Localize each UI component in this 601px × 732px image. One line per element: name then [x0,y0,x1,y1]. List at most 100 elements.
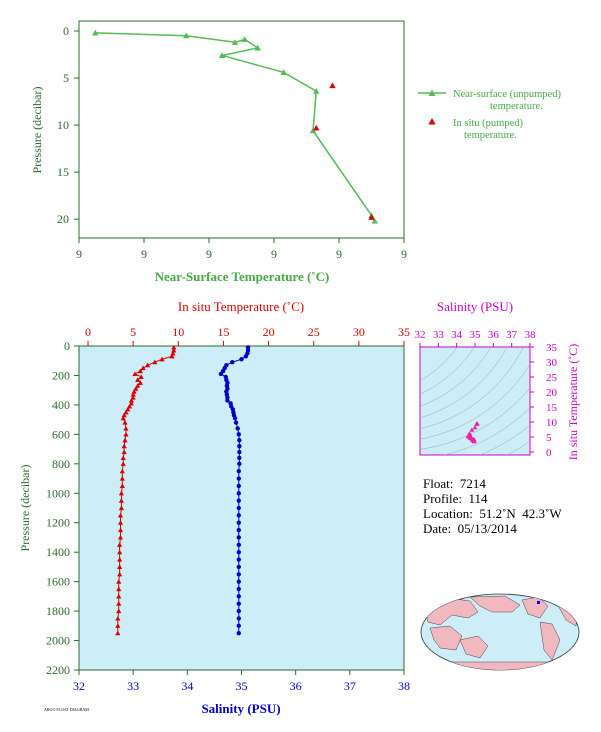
temperature-point [115,615,121,621]
salinity-tick-label: 36 [290,679,302,693]
ts-y-tick-label: 35 [546,342,558,354]
profile-pressure-axis: 0 200 400 600 800 1000 1200 1400 1600 1800 2000 220… [46,339,79,677]
pressure-tick-label: 1400 [46,545,70,559]
ts-y-tick-label: 5 [546,432,552,444]
ts-salinity-axis: 32 33 34 35 36 37 38 [415,329,536,347]
near-surface-point [371,217,378,224]
near-surface-point [309,127,317,134]
salinity-point [236,579,241,584]
temperature-point [116,601,122,606]
near-surface-point [241,36,248,43]
temperature-point [117,527,124,533]
near-surface-y-tick-label: 20 [57,212,69,226]
temperature-point [130,392,136,397]
salinity-tick-label: 38 [398,679,410,693]
temperature-point [122,419,128,425]
temperature-point [152,359,158,365]
salinity-point [236,586,241,592]
temperature-point [132,371,138,377]
near-surface-x-axis-title: Near-Surface Temperature (˚C) [155,269,330,284]
salinity-point [243,354,249,359]
pressure-tick-label: 2000 [46,634,70,648]
pressure-tick-label: 1200 [46,516,70,530]
pressure-tick-label: 800 [52,457,70,471]
near-surface-y-tick-label: 5 [63,71,69,85]
temperature-point [121,443,127,449]
salinity-point [233,420,239,425]
legend-marker-in-situ [428,118,436,125]
salinity-point [236,432,241,437]
profile-chart: 0 5 10 15 20 25 30 35 32 33 34 35 36 37 38 0 200 400 600… [18,299,410,716]
profile-plot-background [78,345,405,671]
temperature-point [123,431,129,437]
temperature-point [121,449,127,455]
salinity-point [236,476,241,481]
near-surface-x-tick-label: 9 [206,247,212,261]
salinity-point [236,557,241,562]
salinity-point [236,601,241,606]
pressure-tick-label: 1600 [46,575,70,589]
salinity-point [236,468,241,474]
temperature-point [170,350,176,356]
salinity-point [237,443,242,449]
temperature-tick-label: 15 [217,325,229,339]
temperature-point [116,608,122,614]
ts-point [465,434,471,439]
float-location: Location: 51.2˚N 42.3˚W [423,506,562,521]
near-surface-y-tick-label: 15 [57,165,69,179]
temperature-point [138,374,144,380]
near-surface-x-tick-label: 9 [141,247,147,261]
temperature-point [116,593,122,599]
salinity-point [236,564,241,570]
ts-y-axis-title: In situ Temperature (˚C) [566,344,580,461]
in-situ-point [368,214,375,220]
temperature-tick-label: 20 [263,325,275,339]
near-surface-y-axis-title: Pressure (decibar) [30,87,44,174]
ts-points [465,421,480,444]
temperature-tick-label: 10 [172,325,184,339]
near-surface-x-tick-label: 9 [401,247,407,261]
ts-x-tick-label: 37 [506,329,518,341]
temperature-point [131,389,137,394]
profile-salinity-series [218,345,251,636]
near-surface-point [280,69,287,75]
temperature-tick-label: 35 [398,325,410,339]
temperature-point [123,409,129,415]
profile-salinity-axis: 32 33 34 35 36 37 38 [73,670,410,693]
temperature-point [120,455,126,461]
legend-label-near-surface: Near-surface (unpumped) [453,89,561,100]
salinity-tick-label: 37 [344,679,356,693]
temperature-point [119,468,125,474]
credit-text: ARGO FLOAT DIAGRAM [44,707,89,712]
salinity-tick-label: 35 [236,679,248,693]
float-id: Float: 7214 [423,476,486,491]
pressure-tick-label: 1000 [46,486,70,500]
temperature-tick-label: 5 [130,325,136,339]
pressure-tick-label: 200 [52,368,70,382]
temperature-point [115,623,121,628]
salinity-point [236,505,241,511]
float-location-marker [537,601,540,604]
profile-temperature-axis: 0 5 10 15 20 25 30 35 [85,325,410,346]
ts-temperature-axis: 0 5 10 15 20 25 30 35 [530,342,558,459]
profile-bottom-axis-title: Salinity (PSU) [201,701,280,716]
salinity-point [225,398,230,403]
salinity-point [236,616,241,621]
temperature-point [128,397,134,403]
temperature-point [145,362,151,368]
profile-temperature-series [115,344,177,636]
temperature-point [137,380,143,385]
salinity-tick-label: 34 [181,679,193,693]
near-surface-y-tick-label: 0 [63,24,69,38]
salinity-point [237,449,242,455]
near-surface-point [313,88,320,94]
temperature-point [115,630,121,636]
temperature-point [137,368,143,374]
temperature-point [117,512,124,518]
in-situ-point [329,82,336,89]
near-surface-point [231,39,239,45]
near-surface-x-axis: 9 9 9 9 9 9 [76,238,407,261]
temperature-point [117,564,123,569]
salinity-point [236,623,241,629]
pressure-tick-label: 2200 [46,663,70,677]
